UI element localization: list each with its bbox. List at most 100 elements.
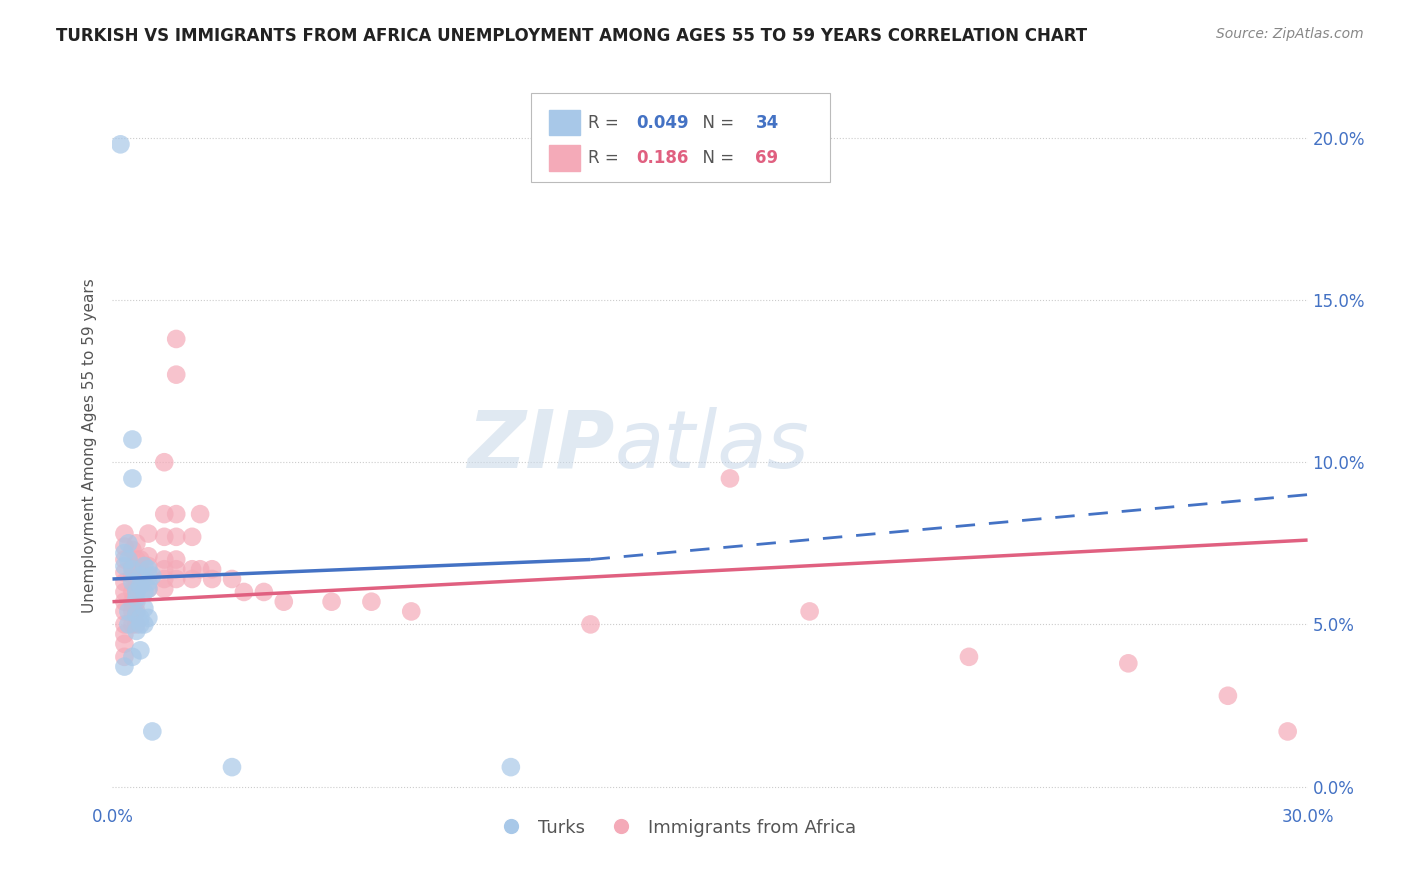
Point: [125, 604, 148, 618]
Point: [188, 562, 211, 576]
Text: N =: N =: [692, 149, 740, 167]
Point: [579, 617, 602, 632]
Point: [117, 552, 139, 566]
Point: [121, 542, 143, 557]
Bar: [548, 110, 579, 136]
Point: [114, 659, 135, 673]
Point: [117, 604, 139, 618]
Point: [138, 562, 160, 576]
Bar: [548, 145, 579, 170]
Point: [125, 617, 148, 632]
Point: [125, 536, 148, 550]
Point: [121, 471, 143, 485]
Point: [138, 526, 160, 541]
Point: [153, 562, 176, 576]
Text: 34: 34: [755, 113, 779, 132]
Point: [360, 595, 382, 609]
Point: [125, 572, 148, 586]
Point: [138, 568, 160, 582]
Point: [165, 572, 187, 586]
Point: [114, 540, 135, 554]
Point: [165, 507, 187, 521]
Point: [201, 562, 224, 576]
Point: [253, 585, 276, 599]
Point: [799, 604, 821, 618]
Point: [138, 575, 160, 590]
Point: [153, 582, 176, 596]
Point: [129, 572, 152, 586]
Point: [221, 572, 243, 586]
Point: [1118, 657, 1140, 671]
Point: [134, 559, 156, 574]
Point: [138, 559, 160, 574]
Point: [138, 549, 160, 564]
Point: [129, 611, 152, 625]
Point: [125, 562, 148, 576]
Point: [233, 585, 256, 599]
Point: [957, 649, 980, 664]
Point: [181, 562, 204, 576]
Point: [125, 585, 148, 599]
Point: [134, 617, 156, 632]
Point: [134, 585, 156, 599]
Text: 69: 69: [755, 149, 779, 167]
Point: [165, 368, 187, 382]
Point: [129, 562, 152, 576]
Point: [129, 578, 152, 592]
Point: [125, 591, 148, 606]
Point: [138, 582, 160, 596]
FancyBboxPatch shape: [531, 93, 830, 182]
Point: [114, 649, 135, 664]
Point: [121, 617, 143, 632]
Point: [134, 601, 156, 615]
Point: [114, 559, 135, 574]
Point: [114, 575, 135, 590]
Point: [401, 604, 423, 618]
Point: [165, 530, 187, 544]
Text: TURKISH VS IMMIGRANTS FROM AFRICA UNEMPLOYMENT AMONG AGES 55 TO 59 YEARS CORRELA: TURKISH VS IMMIGRANTS FROM AFRICA UNEMPL…: [56, 27, 1087, 45]
Point: [114, 617, 135, 632]
Point: [153, 530, 176, 544]
Point: [114, 595, 135, 609]
Point: [129, 552, 152, 566]
Point: [121, 575, 143, 590]
Point: [114, 637, 135, 651]
Point: [201, 572, 224, 586]
Point: [114, 526, 135, 541]
Point: [129, 643, 152, 657]
Point: [117, 617, 139, 632]
Point: [125, 585, 148, 599]
Point: [1216, 689, 1239, 703]
Point: [141, 568, 163, 582]
Point: [718, 471, 741, 485]
Point: [153, 552, 176, 566]
Point: [114, 552, 135, 566]
Point: [221, 760, 243, 774]
Point: [121, 604, 143, 618]
Point: [117, 536, 139, 550]
Point: [141, 724, 163, 739]
Text: N =: N =: [692, 113, 740, 132]
Point: [125, 595, 148, 609]
Point: [181, 530, 204, 544]
Point: [165, 562, 187, 576]
Point: [121, 568, 143, 582]
Point: [121, 433, 143, 447]
Point: [1277, 724, 1299, 739]
Point: [181, 572, 204, 586]
Point: [153, 572, 176, 586]
Point: [125, 607, 148, 622]
Point: [121, 562, 143, 576]
Point: [114, 566, 135, 580]
Point: [114, 546, 135, 560]
Point: [188, 507, 211, 521]
Text: 0.049: 0.049: [636, 113, 689, 132]
Point: [121, 585, 143, 599]
Point: [138, 582, 160, 596]
Point: [129, 568, 152, 582]
Text: R =: R =: [588, 149, 624, 167]
Point: [499, 760, 522, 774]
Y-axis label: Unemployment Among Ages 55 to 59 years: Unemployment Among Ages 55 to 59 years: [82, 278, 97, 614]
Point: [125, 624, 148, 638]
Point: [165, 332, 187, 346]
